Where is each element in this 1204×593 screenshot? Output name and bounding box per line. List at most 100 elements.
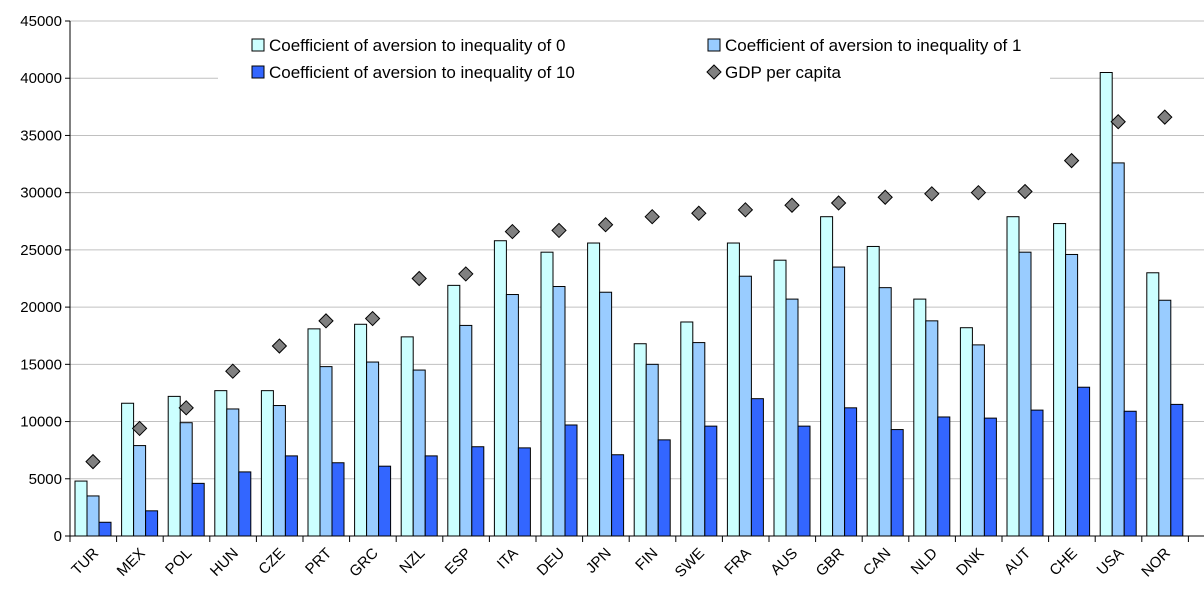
bar-jpn-series-2 xyxy=(612,455,624,536)
gdp-marker-fin xyxy=(645,210,659,224)
bar-dnk-series-2 xyxy=(984,418,996,536)
bar-ita-series-0 xyxy=(494,241,506,536)
bar-prt-series-1 xyxy=(320,367,332,536)
x-tick-label-gbr: GBR xyxy=(813,545,848,580)
x-tick-label-nzl: NZL xyxy=(396,545,428,577)
bar-aut-series-2 xyxy=(1031,410,1043,536)
bar-dnk-series-0 xyxy=(960,328,972,536)
bar-usa-series-0 xyxy=(1100,73,1112,537)
bar-aut-series-1 xyxy=(1019,252,1031,536)
bar-nor-series-1 xyxy=(1159,300,1171,536)
x-tick-label-prt: PRT xyxy=(302,545,335,578)
bar-aut-series-0 xyxy=(1007,217,1019,536)
x-tick-label-che: CHE xyxy=(1046,545,1080,579)
bar-cze-series-0 xyxy=(261,391,273,536)
x-tick-label-mex: MEX xyxy=(114,545,149,580)
gdp-marker-grc xyxy=(366,312,380,326)
legend-label-1: Coefficient of aversion to inequality of… xyxy=(725,36,1021,55)
x-tick-label-cze: CZE xyxy=(255,545,288,578)
x-tick-label-aut: AUT xyxy=(1001,545,1034,578)
bar-nld-series-2 xyxy=(938,417,950,536)
bar-grc-series-1 xyxy=(367,362,379,536)
bar-tur-series-1 xyxy=(87,496,99,536)
y-tick-label: 30000 xyxy=(20,185,62,202)
x-tick-label-pol: POL xyxy=(162,545,195,578)
x-tick-label-nld: NLD xyxy=(908,545,941,578)
gdp-marker-deu xyxy=(552,223,566,237)
bar-nzl-series-0 xyxy=(401,337,413,536)
bar-esp-series-2 xyxy=(472,447,484,536)
bar-pol-series-1 xyxy=(180,423,192,536)
x-tick-label-jpn: JPN xyxy=(583,545,615,577)
y-tick-label: 25000 xyxy=(20,242,62,259)
x-tick-label-ita: ITA xyxy=(494,545,522,573)
bar-aus-series-1 xyxy=(786,299,798,536)
bar-fin-series-2 xyxy=(658,440,670,536)
bar-can-series-2 xyxy=(891,430,903,536)
gdp-marker-pol xyxy=(179,401,193,415)
gdp-marker-nzl xyxy=(412,272,426,286)
legend-swatch-0 xyxy=(252,39,264,51)
bar-dnk-series-1 xyxy=(972,345,984,536)
bar-gbr-series-0 xyxy=(821,217,833,536)
bar-jpn-series-1 xyxy=(600,292,612,536)
bar-che-series-0 xyxy=(1054,224,1066,536)
bar-swe-series-1 xyxy=(693,343,705,536)
gdp-marker-jpn xyxy=(599,218,613,232)
legend-label-2: Coefficient of aversion to inequality of… xyxy=(269,63,575,82)
x-tick-label-hun: HUN xyxy=(207,545,242,580)
bar-grc-series-0 xyxy=(355,324,367,536)
bar-fra-series-0 xyxy=(727,243,739,536)
bar-fra-series-2 xyxy=(751,399,763,536)
bar-ita-series-1 xyxy=(506,295,518,536)
legend-label-3: GDP per capita xyxy=(725,63,841,82)
gdp-marker-dnk xyxy=(971,186,985,200)
gdp-marker-tur xyxy=(86,455,100,469)
x-tick-label-fra: FRA xyxy=(721,545,754,578)
y-tick-label: 35000 xyxy=(20,127,62,144)
gdp-marker-aut xyxy=(1018,185,1032,199)
gdp-marker-usa xyxy=(1111,115,1125,129)
bar-mex-series-2 xyxy=(146,511,158,536)
bar-nor-series-0 xyxy=(1147,273,1159,536)
bar-deu-series-1 xyxy=(553,287,565,536)
bar-fra-series-1 xyxy=(739,276,751,536)
gdp-marker-hun xyxy=(226,364,240,378)
x-tick-label-dnk: DNK xyxy=(953,545,987,579)
x-tick-label-tur: TUR xyxy=(68,545,102,579)
bar-prt-series-0 xyxy=(308,329,320,536)
y-tick-label: 45000 xyxy=(20,13,62,30)
bar-nld-series-0 xyxy=(914,299,926,536)
bar-ita-series-2 xyxy=(518,448,530,536)
x-tick-label-fin: FIN xyxy=(632,545,661,574)
bar-fin-series-1 xyxy=(646,364,658,536)
bar-gbr-series-1 xyxy=(833,267,845,536)
x-tick-label-nor: NOR xyxy=(1138,545,1174,581)
bar-grc-series-2 xyxy=(379,466,391,536)
bar-hun-series-1 xyxy=(227,409,239,536)
y-tick-label: 20000 xyxy=(20,299,62,316)
bar-usa-series-2 xyxy=(1124,411,1136,536)
bar-nzl-series-1 xyxy=(413,370,425,536)
gdp-marker-ita xyxy=(505,225,519,239)
gdp-marker-esp xyxy=(459,267,473,281)
bar-swe-series-2 xyxy=(705,426,717,536)
bar-che-series-1 xyxy=(1066,254,1078,536)
bar-deu-series-0 xyxy=(541,252,553,536)
y-tick-label: 10000 xyxy=(20,414,62,431)
bar-hun-series-0 xyxy=(215,391,227,536)
x-tick-label-can: CAN xyxy=(860,545,894,579)
x-tick-label-esp: ESP xyxy=(442,545,475,578)
bar-nld-series-1 xyxy=(926,321,938,536)
gdp-marker-fra xyxy=(738,203,752,217)
y-axis: 0500010000150002000025000300003500040000… xyxy=(20,13,70,545)
bar-esp-series-0 xyxy=(448,285,460,536)
bar-esp-series-1 xyxy=(460,325,472,536)
bar-nor-series-2 xyxy=(1171,404,1183,536)
gdp-marker-gbr xyxy=(832,196,846,210)
gdp-marker-nor xyxy=(1158,110,1172,124)
bar-pol-series-0 xyxy=(168,396,180,536)
x-tick-label-swe: SWE xyxy=(672,545,708,581)
gdp-marker-cze xyxy=(272,339,286,353)
x-axis: TUR MEX POL HUN CZE PRT GRC NZL ESP ITA DEU JPN FIN S… xyxy=(68,536,1204,581)
